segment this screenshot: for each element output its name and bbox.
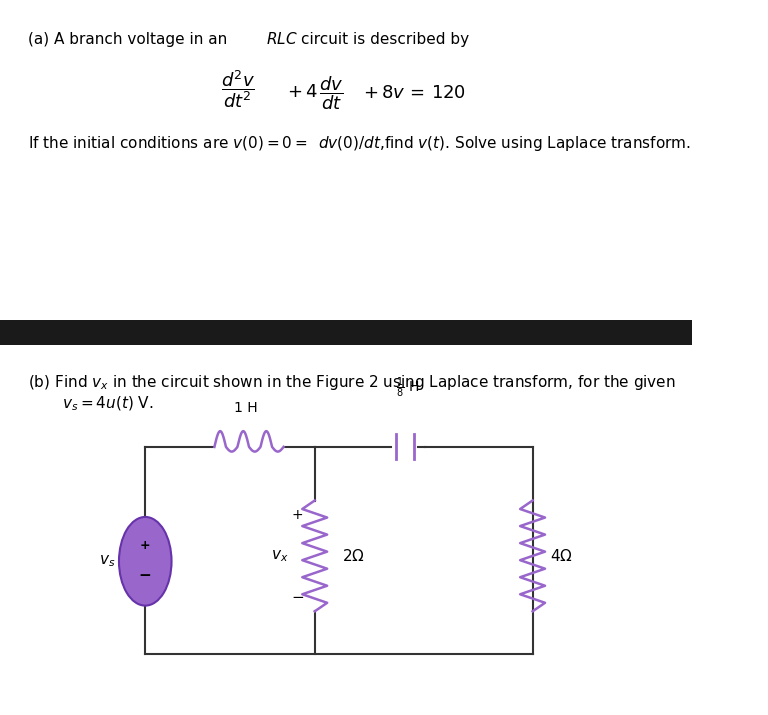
Text: +: + [140,539,151,552]
Text: circuit is described by: circuit is described by [301,32,469,46]
Text: 4$\Omega$: 4$\Omega$ [550,548,573,564]
Text: +: + [292,508,303,522]
Text: find $v(t)$. Solve using Laplace transform.: find $v(t)$. Solve using Laplace transfo… [384,134,690,152]
Text: $+\,8v\,=\,120$: $+\,8v\,=\,120$ [363,84,466,102]
Text: If the initial conditions are $v(0) = 0 = $: If the initial conditions are $v(0) = 0 … [28,134,307,152]
Text: $\it{dv}(0)/\it{dt}$,: $\it{dv}(0)/\it{dt}$, [318,134,385,152]
Text: 1 H: 1 H [233,400,257,415]
Text: $\frac{1}{8}$ H: $\frac{1}{8}$ H [396,376,420,400]
Text: (a) A branch voltage in an: (a) A branch voltage in an [28,32,232,46]
Ellipse shape [119,517,171,606]
Text: $\it{RLC}$: $\it{RLC}$ [266,31,298,47]
Text: (b) Find $v_x$ in the circuit shown in the Figure 2 using Laplace transform, for: (b) Find $v_x$ in the circuit shown in t… [28,373,675,392]
Text: $\dfrac{d^2v}{dt^2}$: $\dfrac{d^2v}{dt^2}$ [221,69,256,110]
Text: $+\,4\,\dfrac{dv}{dt}$: $+\,4\,\dfrac{dv}{dt}$ [287,74,344,112]
Text: $v_s$: $v_s$ [99,553,115,569]
Text: −: − [139,568,151,583]
Text: $v_x$: $v_x$ [271,548,289,563]
FancyBboxPatch shape [0,320,692,345]
Text: $v_s = 4u(t)$ V.: $v_s = 4u(t)$ V. [62,395,154,413]
Text: −: − [291,590,304,604]
Text: 2$\Omega$: 2$\Omega$ [343,548,366,564]
